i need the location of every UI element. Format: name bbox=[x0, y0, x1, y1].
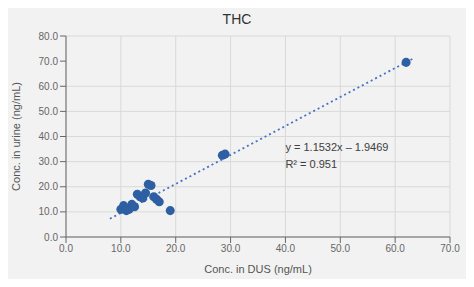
svg-text:30.0: 30.0 bbox=[221, 243, 241, 254]
svg-text:20.0: 20.0 bbox=[166, 243, 186, 254]
svg-text:Conc. in urine (ng/mL): Conc. in urine (ng/mL) bbox=[10, 82, 22, 191]
svg-text:60.0: 60.0 bbox=[39, 81, 59, 92]
svg-text:70.0: 70.0 bbox=[39, 56, 59, 67]
svg-text:y = 1.1532x – 1.9469R² = 0.951: y = 1.1532x – 1.9469R² = 0.951 bbox=[285, 141, 388, 171]
svg-text:20.0: 20.0 bbox=[39, 181, 59, 192]
svg-text:0.0: 0.0 bbox=[44, 232, 58, 243]
svg-text:Conc. in DUS (ng/mL): Conc. in DUS (ng/mL) bbox=[204, 263, 312, 275]
svg-text:0.0: 0.0 bbox=[59, 243, 73, 254]
svg-text:80.0: 80.0 bbox=[39, 31, 59, 42]
svg-text:10.0: 10.0 bbox=[39, 206, 59, 217]
svg-text:50.0: 50.0 bbox=[331, 243, 351, 254]
html-text:THC: THC bbox=[222, 11, 252, 27]
svg-text:40.0: 40.0 bbox=[39, 131, 59, 142]
svg-text:10.0: 10.0 bbox=[111, 243, 131, 254]
svg-text:40.0: 40.0 bbox=[276, 243, 296, 254]
svg-text:30.0: 30.0 bbox=[39, 156, 59, 167]
svg-text:60.0: 60.0 bbox=[385, 243, 405, 254]
svg-text:70.0: 70.0 bbox=[440, 243, 460, 254]
svg-text:50.0: 50.0 bbox=[39, 106, 59, 117]
